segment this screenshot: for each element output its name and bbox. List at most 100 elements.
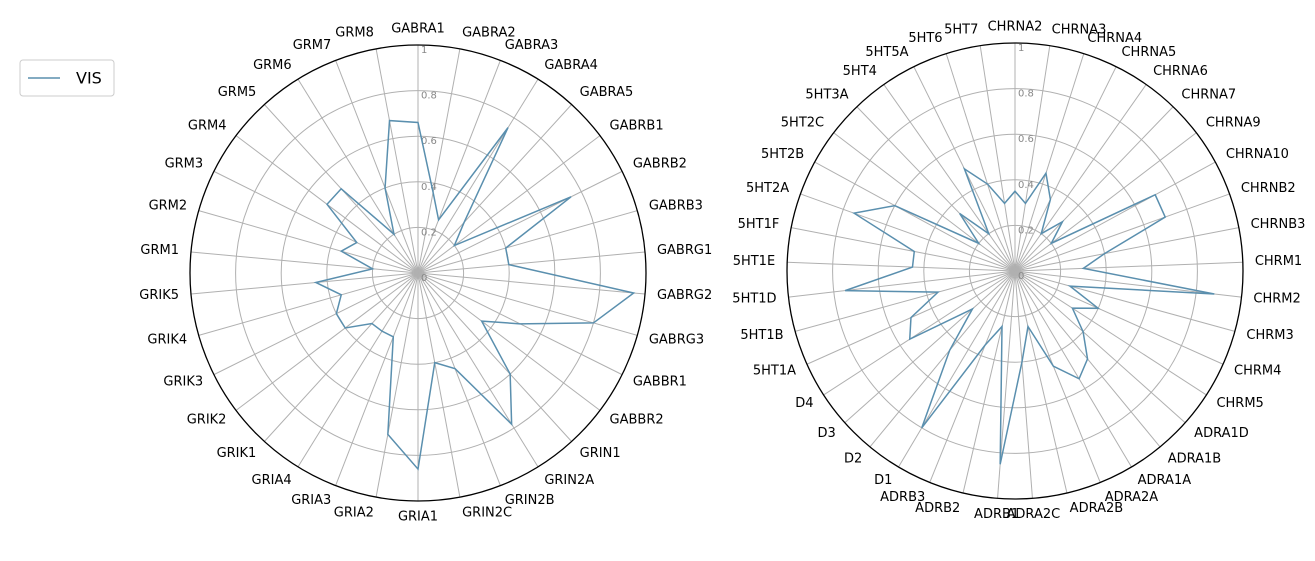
legend-label: VIS xyxy=(76,69,102,88)
spoke xyxy=(417,135,601,274)
category-label: ADRB3 xyxy=(880,490,925,505)
spoke xyxy=(1014,261,1243,272)
category-label: CHRNA7 xyxy=(1181,88,1236,103)
spoke xyxy=(1014,45,1051,272)
radar-line xyxy=(313,119,636,471)
category-label: GABRA2 xyxy=(462,26,516,41)
category-label: D1 xyxy=(874,473,892,488)
grid-ring xyxy=(877,133,1153,409)
category-label: CHRNA10 xyxy=(1226,147,1289,162)
r-tick-label: 0.6 xyxy=(1018,134,1034,145)
r-tick-label: 1 xyxy=(1018,43,1024,54)
category-label: GRIK3 xyxy=(163,374,203,389)
spoke xyxy=(417,210,638,274)
category-label: 5HT1A xyxy=(753,363,796,378)
category-label: ADRA1B xyxy=(1168,452,1222,467)
spoke xyxy=(235,272,419,411)
outer-ring xyxy=(786,42,1244,500)
category-label: 5HT1E xyxy=(733,254,775,269)
spoke xyxy=(375,48,419,274)
category-label: ADRB1 xyxy=(974,507,1019,522)
category-label: GRM7 xyxy=(293,38,332,53)
category-label: GRIK2 xyxy=(187,413,227,428)
category-label: CHRNA9 xyxy=(1206,116,1261,131)
category-label: CHRNA6 xyxy=(1153,64,1208,79)
grid-ring xyxy=(326,181,510,365)
category-label: ADRA2B xyxy=(1070,501,1124,516)
category-label: ADRA1A xyxy=(1138,473,1192,488)
outer-ring xyxy=(189,44,647,502)
r-tick-label: 0.2 xyxy=(421,227,437,238)
category-label: 5HT6 xyxy=(908,31,942,46)
r-tick-label: 0 xyxy=(1018,271,1024,282)
category-label: GABRA4 xyxy=(544,58,598,73)
spoke xyxy=(898,270,1016,468)
spoke xyxy=(190,272,419,295)
radar-line xyxy=(844,166,1215,465)
category-label: GRIA4 xyxy=(252,473,292,488)
spoke xyxy=(1014,227,1239,272)
spoke xyxy=(1014,161,1216,272)
spoke xyxy=(856,106,1016,272)
category-label: CHRNA5 xyxy=(1121,45,1176,60)
category-label: CHRM4 xyxy=(1234,363,1281,378)
category-label: GRIK5 xyxy=(139,288,179,303)
spoke xyxy=(417,272,461,498)
category-label: D3 xyxy=(818,426,836,441)
spoke xyxy=(375,272,419,498)
r-tick-label: 1 xyxy=(421,45,427,56)
category-label: GRIA1 xyxy=(398,510,438,525)
category-label: 5HT2B xyxy=(761,147,804,162)
grid-ring xyxy=(235,90,601,456)
spoke xyxy=(945,53,1016,272)
category-label: GABRG1 xyxy=(657,243,712,258)
spoke xyxy=(198,272,419,336)
spoke xyxy=(883,84,1016,272)
spoke xyxy=(814,161,1016,272)
category-label: 5HT5A xyxy=(865,45,908,60)
category-label: 5HT2A xyxy=(746,181,789,196)
spoke xyxy=(1014,270,1101,483)
spoke xyxy=(1014,66,1117,272)
spoke xyxy=(190,251,419,274)
spoke xyxy=(800,193,1016,272)
r-tick-label: 0.4 xyxy=(1018,180,1034,191)
category-label: GRM4 xyxy=(188,118,227,133)
spoke xyxy=(417,272,638,336)
spoke xyxy=(787,261,1016,272)
spoke xyxy=(417,170,623,274)
spoke xyxy=(335,272,419,486)
category-label: ADRA2A xyxy=(1105,490,1159,505)
spoke xyxy=(264,272,419,442)
grid-ring xyxy=(371,226,465,320)
r-tick-label: 0.4 xyxy=(421,182,437,193)
category-label: GABBR1 xyxy=(633,374,687,389)
category-label: 5HT1D xyxy=(732,291,776,306)
r-tick-label: 0.2 xyxy=(1018,225,1034,236)
grid-ring xyxy=(968,224,1062,318)
r-tick-label: 0 xyxy=(421,273,427,284)
category-label: GRIA2 xyxy=(334,505,374,520)
spoke xyxy=(417,272,501,486)
category-label: GRM8 xyxy=(335,26,374,41)
category-label: GABRB1 xyxy=(610,118,664,133)
spoke xyxy=(417,272,601,411)
spoke xyxy=(869,270,1016,448)
spoke xyxy=(213,272,419,376)
spoke xyxy=(297,78,419,274)
category-label: GRIK1 xyxy=(217,446,257,461)
spoke xyxy=(979,45,1016,272)
category-label: GRM5 xyxy=(218,85,257,100)
category-label: GABRA5 xyxy=(580,85,634,100)
spoke xyxy=(1014,106,1174,272)
category-label: 5HT2C xyxy=(781,116,824,131)
spoke xyxy=(417,272,539,468)
spoke xyxy=(795,270,1016,332)
r-tick-label: 0.6 xyxy=(421,136,437,147)
category-label: CHRNA4 xyxy=(1087,31,1142,46)
spoke xyxy=(198,210,419,274)
category-label: GABBR2 xyxy=(610,413,664,428)
category-label: 5HT7 xyxy=(944,22,978,37)
spoke xyxy=(1014,193,1230,272)
